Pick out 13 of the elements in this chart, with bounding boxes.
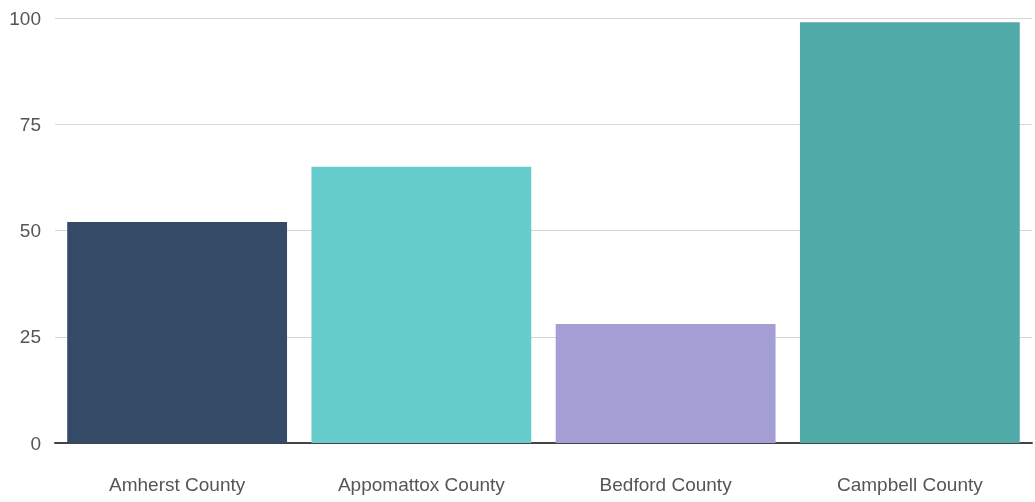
x-tick-label: Campbell County <box>837 474 984 495</box>
x-tick-label: Appomattox County <box>337 474 506 495</box>
y-tick-label: 50 <box>19 220 41 241</box>
bar <box>799 22 1020 443</box>
bar <box>555 324 776 443</box>
y-tick-label: 0 <box>30 432 41 454</box>
y-tick-label: 100 <box>9 7 41 29</box>
x-tick-label: Amherst County <box>109 474 246 495</box>
bar <box>311 166 532 443</box>
y-tick-label: 25 <box>19 326 41 348</box>
y-tick-label: 75 <box>19 113 41 135</box>
x-tick-label: Bedford County <box>599 474 733 495</box>
bar <box>67 222 288 443</box>
